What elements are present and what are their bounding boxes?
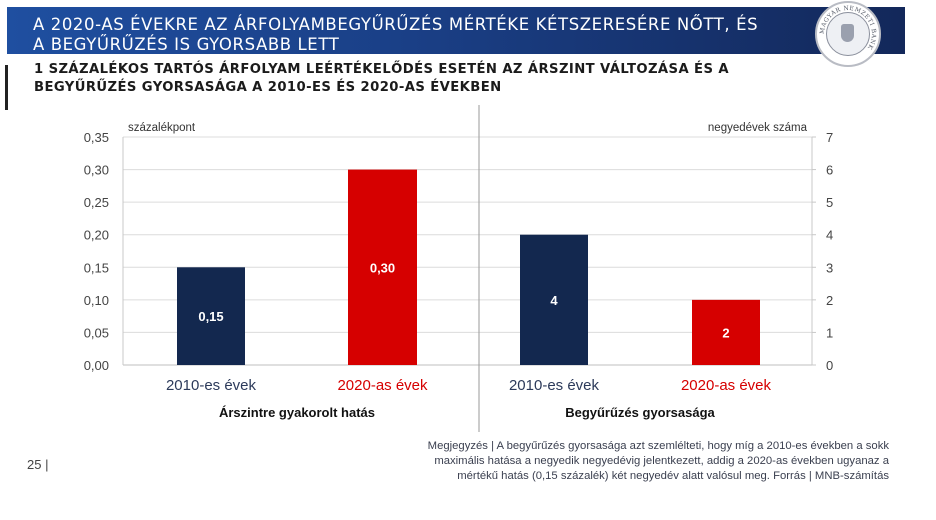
bar-data-label: 0,30: [370, 260, 395, 275]
y-tick-label: 5: [826, 195, 833, 210]
chart-subtitle-line1: 1 SZÁZALÉKOS TARTÓS ÁRFOLYAM LEÉRTÉKELŐD…: [34, 62, 729, 77]
y-axis-unit-label: negyedévek száma: [708, 122, 808, 134]
footnote-line3: mértékű hatás (0,15 százalék) két negyed…: [457, 470, 889, 482]
slide-title-line1: A 2020-AS ÉVEKRE AZ ÁRFOLYAMBEGYŰRŰZÉS M…: [33, 15, 759, 34]
chart-subtitle-line2: BEGYŰRŰZÉS GYORSASÁGA A 2010-ES ÉS 2020-…: [34, 80, 502, 95]
y-tick-label: 0,25: [84, 195, 109, 210]
x-group-label: Begyűrűzés gyorsasága: [565, 405, 715, 420]
bar: [692, 299, 760, 365]
bar-data-label: 4: [550, 293, 558, 308]
y-axis-unit-label: százalékpont: [128, 122, 196, 134]
y-tick-label: 7: [826, 130, 833, 145]
y-tick-label: 1: [826, 325, 833, 340]
y-tick-label: 0: [826, 358, 833, 373]
footnote-line2: maximális hatása a negyedik negyedévig j…: [434, 455, 889, 467]
mnb-logo-seal: MAGYAR NEMZETI BANK: [815, 1, 881, 67]
x-category-label: 2020-as évek: [337, 377, 428, 394]
footnote-line1: Megjegyzés | A begyűrűzés gyorsasága azt…: [427, 440, 889, 452]
y-tick-label: 4: [826, 228, 833, 243]
bar: [520, 234, 588, 365]
coat-of-arms-icon: [841, 24, 854, 42]
y-tick-label: 6: [826, 163, 833, 178]
chart-subtitle: 1 SZÁZALÉKOS TARTÓS ÁRFOLYAM LEÉRTÉKELŐD…: [34, 61, 729, 97]
y-tick-label: 0,10: [84, 293, 109, 308]
y-tick-label: 0,00: [84, 358, 109, 373]
seal-emblem: [826, 12, 870, 56]
slide-title-line2: A BEGYŰRŰZÉS IS GYORSABB LETT: [33, 35, 340, 54]
y-tick-label: 0,35: [84, 130, 109, 145]
bar: [177, 267, 245, 365]
y-tick-label: 2: [826, 293, 833, 308]
bar: [348, 169, 417, 365]
y-tick-label: 0,30: [84, 163, 109, 178]
bar-data-label: 0,15: [198, 309, 223, 324]
footnote: Megjegyzés | A begyűrűzés gyorsasága azt…: [329, 439, 889, 484]
title-banner: A 2020-AS ÉVEKRE AZ ÁRFOLYAMBEGYŰRŰZÉS M…: [7, 7, 905, 54]
accent-bar: [5, 65, 8, 110]
x-group-label: Árszintre gyakorolt hatás: [219, 405, 375, 420]
y-tick-label: 0,20: [84, 228, 109, 243]
y-tick-label: 0,15: [84, 260, 109, 275]
y-tick-label: 0,05: [84, 325, 109, 340]
x-category-label: 2010-es évek: [509, 377, 600, 394]
y-tick-label: 3: [826, 260, 833, 275]
x-category-label: 2010-es évek: [166, 377, 257, 394]
bar-data-label: 2: [722, 325, 729, 340]
page-number: 25 |: [27, 457, 49, 472]
x-category-label: 2020-as évek: [681, 377, 772, 394]
slide-title: A 2020-AS ÉVEKRE AZ ÁRFOLYAMBEGYŰRŰZÉS M…: [33, 15, 758, 55]
